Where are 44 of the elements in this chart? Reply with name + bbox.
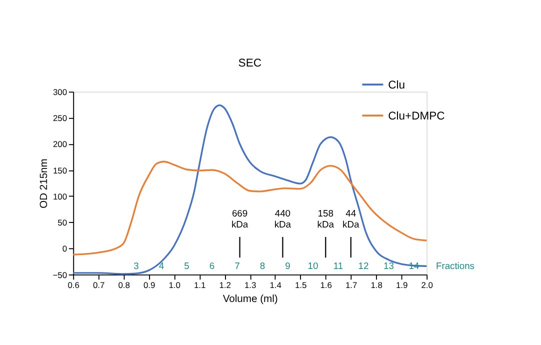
x-tick-label: 1.9 <box>396 280 408 290</box>
x-tick-label: 0.9 <box>143 280 156 290</box>
x2-tick-label: 11 <box>333 260 344 271</box>
x2-tick-label: 4 <box>158 260 164 271</box>
x2-tick-label: 13 <box>384 260 394 271</box>
y-tick-label: 200 <box>52 139 68 150</box>
x2-tick-label: 8 <box>260 260 266 271</box>
y-tick-label: −50 <box>52 270 68 280</box>
x-tick-label: 1.2 <box>219 280 232 290</box>
x2-tick-label: 12 <box>358 260 369 271</box>
y-tick-label: 100 <box>52 191 68 202</box>
x2-tick-label: 6 <box>209 260 215 271</box>
y-tick-label: 0 <box>62 244 68 254</box>
ref-line-label: 440 kDa <box>274 208 292 230</box>
x2-tick-label: 5 <box>184 260 190 271</box>
x-tick-label: 1.4 <box>270 280 282 290</box>
y-tick-label: 250 <box>52 113 68 124</box>
x-tick-label: 2.0 <box>421 280 434 290</box>
x-tick-label: 1.6 <box>320 280 332 290</box>
y-axis-title: OD 215nm <box>39 158 50 208</box>
x2-tick-label: 10 <box>308 260 318 271</box>
x-tick-label: 0.6 <box>68 280 80 290</box>
x2-tick-label: 3 <box>134 260 139 271</box>
x-axis-title: Volume (ml) <box>222 294 278 306</box>
chart-title: SEC <box>238 57 262 70</box>
x-tick-label: 0.7 <box>92 280 106 290</box>
x-tick-label: 1.0 <box>168 280 181 290</box>
x2-axis-title: Fractions <box>436 260 475 271</box>
x-tick-label: 1.7 <box>345 280 358 290</box>
ref-line-label: 44 kDa <box>342 208 360 230</box>
y-tick-label: 50 <box>58 218 68 228</box>
x2-tick-label: 7 <box>234 260 240 271</box>
x-tick-label: 1.8 <box>370 280 383 290</box>
y-tick-label: 150 <box>52 165 68 176</box>
x-tick-label: 1.5 <box>294 280 308 290</box>
legend-label: Clu+DMPC <box>388 110 445 122</box>
legend-label: Clu <box>388 79 406 92</box>
ref-line-label: 669 kDa <box>231 208 249 230</box>
ref-line-label: 158 kDa <box>317 208 335 230</box>
x-tick-label: 1.3 <box>244 280 257 290</box>
y-tick-label: 300 <box>52 86 68 97</box>
x2-tick-label: 9 <box>285 260 290 271</box>
x-tick-label: 0.8 <box>118 280 130 290</box>
x-tick-label: 1.1 <box>194 280 206 290</box>
